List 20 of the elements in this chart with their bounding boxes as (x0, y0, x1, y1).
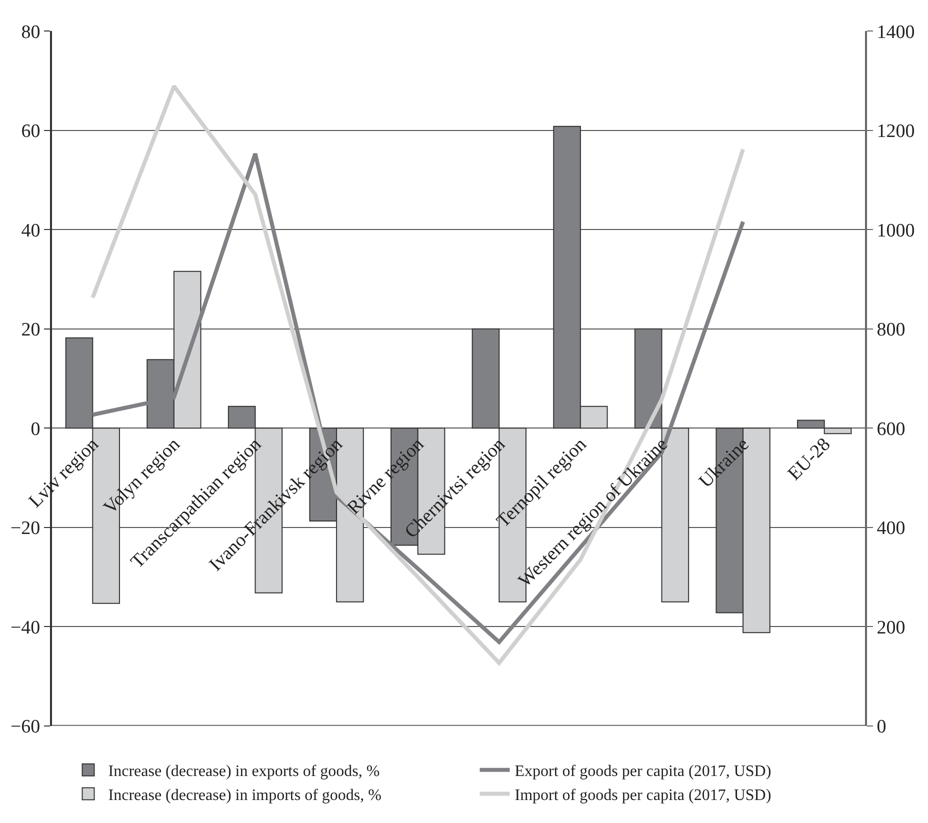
y-tick-label: −40 (10, 617, 40, 638)
y2-tick-label: 200 (876, 617, 906, 638)
y2-tick-label: 1400 (876, 22, 915, 43)
legend-label: Import of goods per capita (2017, USD) (514, 786, 772, 804)
y2-tick-label: 1000 (876, 220, 915, 242)
legend-label: Increase (decrease) in imports of goods, % (108, 786, 382, 804)
y2-tick-label: 400 (876, 518, 906, 540)
y-tick-label: −20 (10, 518, 40, 540)
legend-label: Export of goods per capita (2017, USD) (514, 763, 772, 780)
y-tick-label: 40 (21, 220, 40, 242)
y-tick-label: 0 (30, 418, 40, 440)
y-tick-label: 60 (21, 121, 40, 142)
y2-tick-label: 0 (876, 716, 886, 738)
y2-tick-label: 600 (876, 418, 906, 440)
y2-tick-label: 1200 (876, 121, 915, 142)
y-tick-label: 80 (21, 22, 40, 43)
y-tick-label: −60 (10, 716, 40, 738)
legend-label: Increase (decrease) in exports of goods, % (108, 763, 380, 780)
y-tick-label: 20 (21, 320, 40, 341)
y2-tick-label: 800 (876, 320, 906, 341)
